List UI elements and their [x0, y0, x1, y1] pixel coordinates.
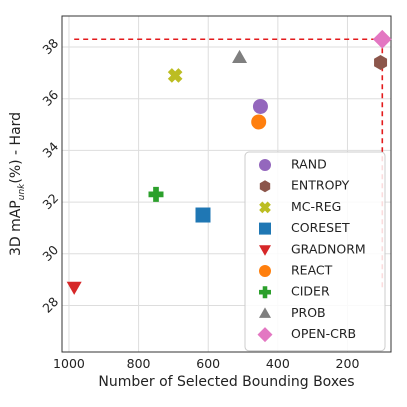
legend-label-gradnorm: GRADNORM — [291, 241, 366, 256]
x-tick-label: 600 — [196, 356, 220, 371]
legend-marker-prob — [259, 307, 271, 318]
y-axis-label-suffix: (%) - Hard — [8, 112, 24, 184]
x-tick-label: 1000 — [53, 356, 85, 371]
point-react — [251, 114, 267, 130]
legend-box — [244, 151, 386, 352]
x-tick-label: 800 — [127, 356, 151, 371]
point-coreset — [195, 207, 211, 223]
plot-frame — [61, 15, 392, 353]
y-tick-label: 32 — [39, 190, 61, 212]
point-entropy — [374, 55, 388, 71]
data-points — [66, 29, 392, 295]
legend-marker-open-crb — [257, 327, 273, 343]
y-tick-label: 28 — [39, 294, 61, 316]
x-tick-label: 200 — [336, 356, 360, 371]
point-cider — [148, 186, 164, 202]
legend-label-cider: CIDER — [291, 284, 330, 299]
legend-marker-entropy — [259, 180, 271, 193]
legend: RAND ENTROPY MC-REG CORESET GRADNORM REACT CID… — [244, 151, 386, 352]
point-mc-reg — [167, 68, 183, 83]
y-axis-label-main: 3D mAP — [8, 200, 24, 256]
point-open-crb — [372, 29, 392, 49]
point-rand — [252, 98, 268, 114]
legend-label-react: REACT — [291, 263, 333, 278]
legend-marker-react — [259, 265, 271, 277]
x-tick-label: 400 — [266, 356, 290, 371]
legend-marker-rand — [259, 159, 271, 171]
y-tick-label: 36 — [39, 87, 61, 109]
legend-marker-mc-reg-shape — [259, 201, 271, 214]
point-prob — [232, 49, 248, 63]
y-tick-label: 38 — [39, 35, 61, 57]
legend-label-prob: PROB — [291, 305, 326, 320]
legend-marker-cider — [259, 286, 271, 299]
y-axis-label-subscript: unk — [17, 183, 27, 200]
y-tick-label: 30 — [39, 242, 61, 264]
legend-label-open-crb: OPEN-CRB — [291, 326, 356, 341]
legend-label-coreset: CORESET — [291, 220, 350, 235]
point-gradnorm — [66, 281, 82, 295]
legend-marker-mc-reg — [259, 201, 271, 214]
legend-marker-coreset — [259, 222, 271, 235]
y-axis-label: 3D mAPunk(%) - Hard — [8, 112, 27, 256]
x-axis-label: Number of Selected Bounding Boxes — [98, 374, 354, 390]
legend-label-entropy: ENTROPY — [291, 178, 350, 193]
legend-marker-gradnorm — [259, 245, 271, 256]
legend-label-mc-reg: MC-REG — [291, 199, 341, 214]
y-tick-label: 34 — [39, 139, 61, 161]
point-mc-reg-shape — [167, 68, 183, 83]
legend-label-rand: RAND — [291, 157, 327, 172]
y-tick-labels: 28 30 32 34 36 38 — [39, 35, 61, 315]
x-tick-labels: 1000 800 600 400 200 — [53, 356, 359, 371]
